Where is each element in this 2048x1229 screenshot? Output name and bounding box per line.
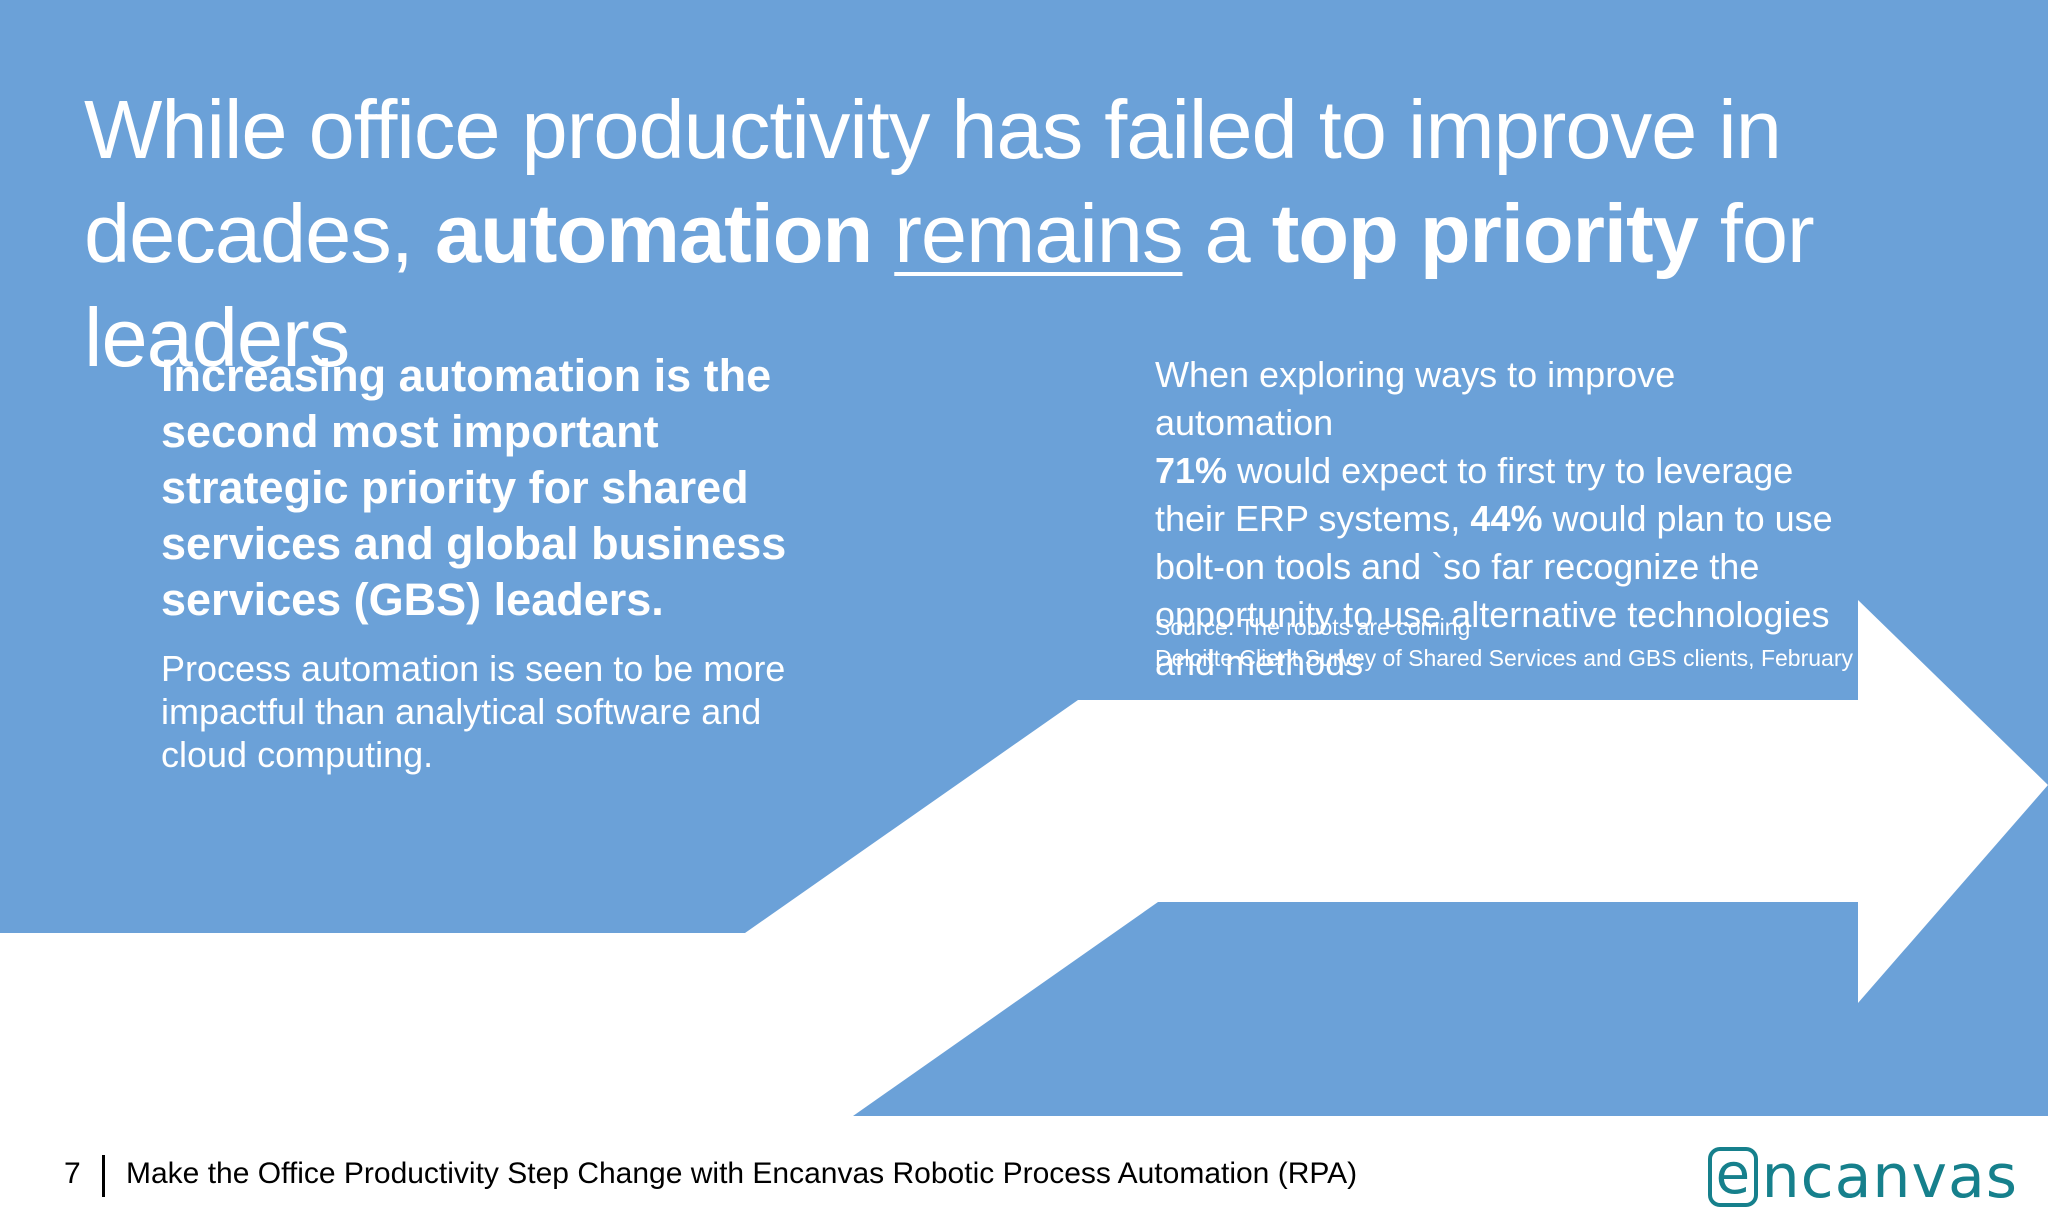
title-line1: While office productivity has failed to … xyxy=(84,83,1782,176)
source-line2: Deloitte Client Survey of Shared Service… xyxy=(1155,645,1911,671)
source-line1: Source: The robots are coming xyxy=(1155,614,1471,640)
white-band-left xyxy=(0,933,745,1116)
stat-71: 71% xyxy=(1155,450,1228,491)
left-heading: Increasing automation is the second most… xyxy=(161,350,787,625)
logo-text: ncanvas xyxy=(1761,1142,2018,1212)
title-underlined-remains: remains xyxy=(894,187,1183,280)
page-number: 7 xyxy=(64,1157,81,1190)
logo-e-icon: e xyxy=(1708,1147,1758,1207)
title-bold-top-priority: top priority xyxy=(1271,187,1699,280)
right-body: When exploring ways to improve automatio… xyxy=(1155,351,1835,687)
source-note: Source: The robots are coming Deloitte Cl… xyxy=(1155,612,1975,674)
right-after-stat2: would plan to use bolt-on tools and `so … xyxy=(1155,498,1833,683)
slide-title: While office productivity has failed to … xyxy=(84,78,2024,390)
title-post: for leaders xyxy=(84,187,1815,384)
title-mid: a xyxy=(1182,187,1272,280)
left-body: Process automation is seen to be more im… xyxy=(161,648,786,775)
footer: 7 Make the Office Productivity Step Chan… xyxy=(0,1155,2048,1205)
right-line1: When exploring ways to improve automatio… xyxy=(1155,354,1676,443)
title-pre: decades, xyxy=(84,187,435,280)
arrow-icon xyxy=(745,600,2048,1116)
title-bold-automation: automation xyxy=(434,187,873,280)
footer-text: Make the Office Productivity Step Change… xyxy=(126,1157,1358,1190)
footer-divider xyxy=(102,1155,105,1197)
encanvas-logo: e ncanvas xyxy=(1708,1144,2018,1210)
stat-44: 44% xyxy=(1470,498,1543,539)
right-after-stat1: would expect to first try to leverage th… xyxy=(1155,450,1794,539)
